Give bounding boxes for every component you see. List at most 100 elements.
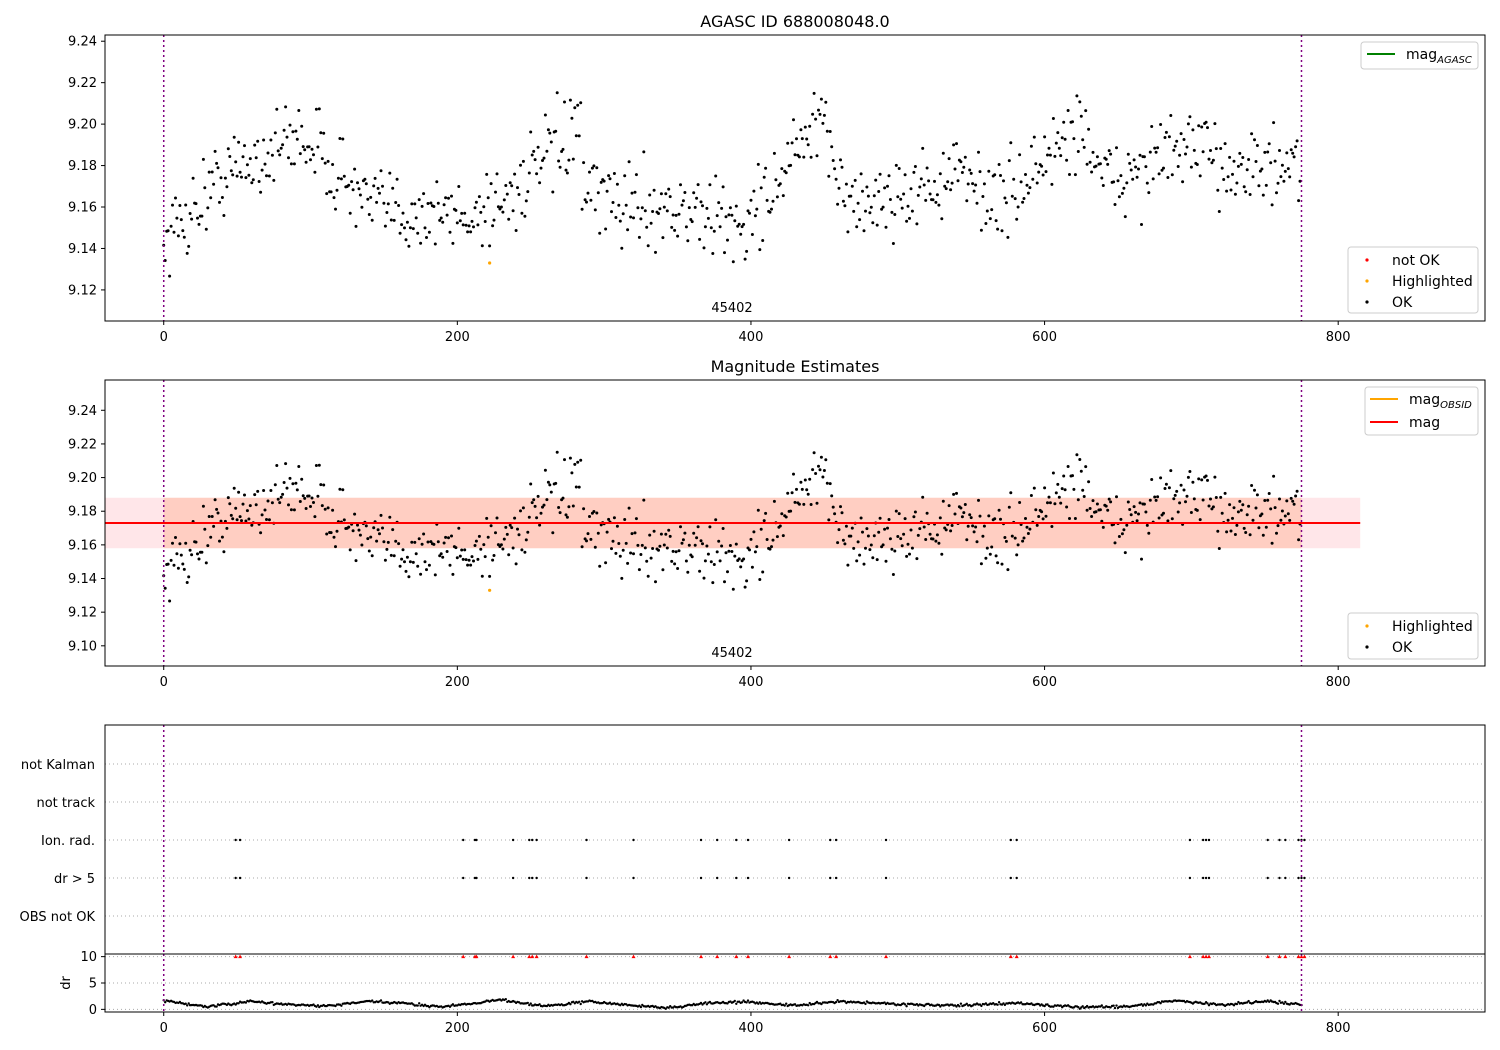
ok-point xyxy=(1144,165,1148,169)
ok-point xyxy=(185,251,189,255)
ok-point xyxy=(927,179,931,183)
ok-point xyxy=(433,573,437,577)
dr-clipped-marker xyxy=(787,954,792,959)
ok-point xyxy=(881,205,885,209)
dr-clipped-marker xyxy=(238,954,243,959)
ok-point xyxy=(322,131,326,135)
ok-point xyxy=(232,135,236,139)
ok-point xyxy=(985,209,989,213)
ok-point xyxy=(1260,512,1264,516)
dr-clipped-marker xyxy=(884,954,889,959)
ok-point xyxy=(466,563,470,567)
dr-point xyxy=(1207,1004,1211,1007)
ok-point xyxy=(1286,167,1290,171)
ok-point xyxy=(1288,518,1292,522)
dr-point xyxy=(371,999,374,1002)
ok-point xyxy=(598,231,602,235)
ok-point xyxy=(262,489,266,492)
ok-point xyxy=(1029,144,1033,148)
ok-point xyxy=(908,552,911,556)
ok-point xyxy=(514,562,518,566)
dr-flag-point xyxy=(462,876,465,880)
ok-point xyxy=(538,181,542,185)
ok-point xyxy=(383,558,387,562)
ok-point xyxy=(278,153,282,157)
ok-point xyxy=(523,214,527,218)
ok-point xyxy=(690,555,694,559)
ok-point xyxy=(520,548,524,552)
ok-point xyxy=(988,552,992,556)
dr-point xyxy=(569,1003,572,1006)
ok-point xyxy=(1213,475,1217,479)
ok-point xyxy=(241,155,245,159)
panel-agasc-y-ticks: 9.129.149.169.189.209.229.24 xyxy=(68,35,105,298)
ok-point xyxy=(756,508,760,512)
ok-point xyxy=(513,516,517,520)
ok-point xyxy=(811,112,815,116)
ok-point xyxy=(1079,114,1083,118)
ok-point xyxy=(621,548,625,552)
ok-point xyxy=(1009,141,1013,145)
ok-point xyxy=(765,538,769,541)
ok-point xyxy=(314,464,318,467)
ok-point xyxy=(778,182,782,186)
ok-point xyxy=(758,248,762,252)
ok-point xyxy=(235,518,239,522)
ok-point xyxy=(1270,203,1274,207)
ok-point xyxy=(971,524,975,528)
ok-point xyxy=(1207,157,1211,161)
dr-flag-point xyxy=(1207,876,1211,880)
ok-point xyxy=(1000,562,1004,566)
ok-point xyxy=(1261,193,1265,197)
ok-point xyxy=(1211,505,1215,509)
panel-magnitude-title: Magnitude Estimates xyxy=(711,357,880,376)
ok-point xyxy=(400,557,404,561)
ok-point xyxy=(841,538,845,542)
ok-point xyxy=(868,548,872,552)
ok-point xyxy=(643,546,647,550)
ok-point xyxy=(381,526,384,530)
ok-point xyxy=(990,545,994,549)
dr-clipped-marker xyxy=(584,954,589,959)
ok-point xyxy=(674,550,678,554)
ok-point xyxy=(558,165,562,169)
ok-point xyxy=(382,201,386,205)
ok-point xyxy=(1219,495,1223,499)
ok-point xyxy=(775,195,779,199)
ok-point xyxy=(539,511,543,515)
ok-point xyxy=(1085,162,1089,166)
dr-point xyxy=(1085,1004,1089,1008)
ok-point xyxy=(521,506,525,510)
ok-point xyxy=(623,174,627,178)
ok-point xyxy=(589,198,593,202)
ok-point xyxy=(671,549,675,553)
ok-point xyxy=(633,531,637,535)
ok-point xyxy=(780,512,784,516)
ok-point xyxy=(579,101,583,105)
ok-point xyxy=(432,542,436,546)
ok-point xyxy=(538,523,542,527)
ok-point xyxy=(1254,506,1258,510)
ok-point xyxy=(312,501,315,504)
ok-point xyxy=(565,171,569,175)
ok-point xyxy=(1189,511,1193,514)
ok-point xyxy=(615,182,619,186)
x-tick-label: 200 xyxy=(445,330,470,345)
ok-point xyxy=(952,143,956,147)
ok-point xyxy=(687,543,691,547)
ok-point xyxy=(1195,163,1199,166)
ok-point xyxy=(1214,147,1218,151)
ok-point xyxy=(307,145,311,149)
ok-point xyxy=(931,198,935,202)
ok-point xyxy=(1151,177,1155,181)
ok-point xyxy=(545,149,549,153)
ok-point xyxy=(1192,497,1196,501)
ok-point xyxy=(1163,487,1167,490)
ok-point xyxy=(947,157,951,161)
ok-point xyxy=(1159,123,1163,126)
ok-point xyxy=(1226,518,1230,522)
ok-point xyxy=(934,539,938,543)
ok-point xyxy=(849,194,853,198)
ok-point xyxy=(267,174,271,178)
ok-point xyxy=(200,550,204,554)
